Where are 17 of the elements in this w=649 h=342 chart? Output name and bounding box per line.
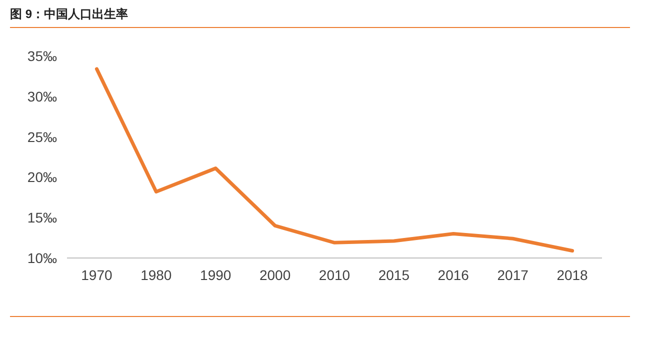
x-tick-label: 2017 bbox=[497, 267, 529, 283]
y-tick-label: 30‰ bbox=[27, 88, 57, 104]
x-tick-label: 1990 bbox=[200, 267, 232, 283]
y-tick-label: 10‰ bbox=[27, 250, 57, 266]
x-tick-label: 2000 bbox=[259, 267, 291, 283]
x-tick-label: 2010 bbox=[318, 267, 350, 283]
y-tick-label: 15‰ bbox=[27, 210, 57, 226]
x-tick-label: 1970 bbox=[81, 267, 112, 283]
x-tick-label: 1980 bbox=[140, 267, 172, 283]
line-series bbox=[94, 67, 574, 252]
y-tick-label: 35‰ bbox=[27, 48, 57, 64]
x-tick-label: 2018 bbox=[556, 267, 588, 283]
chart-title: 图 9：中国人口出生率 bbox=[10, 6, 630, 28]
y-tick-label: 25‰ bbox=[27, 128, 57, 145]
x-tick-label: 2015 bbox=[378, 267, 410, 283]
x-tick-label: 2016 bbox=[438, 267, 470, 283]
y-tick-label: 20‰ bbox=[27, 169, 57, 186]
